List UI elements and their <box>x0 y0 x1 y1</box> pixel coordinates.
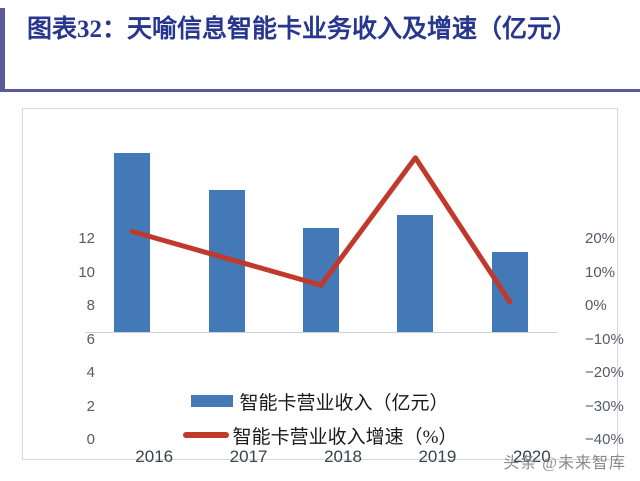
category-axis-tick: 2018 <box>324 447 362 466</box>
chart-card: 0 2 4 6 8 10 12 −40% −30% −20% −10% 0% 10% 20% 2016 2… <box>22 108 624 466</box>
legend-bar-label: 智能卡营业收入（亿元） <box>239 392 449 414</box>
legend-line-label: 智能卡营业收入增速（%） <box>232 426 458 448</box>
growth-rate-line <box>129 155 513 305</box>
bar <box>114 152 151 332</box>
legend-item-growth: 智能卡营业收入增速（%） <box>0 420 640 450</box>
legend-line-swatch-icon <box>182 432 229 438</box>
left-axis-tick: 2 <box>86 397 95 415</box>
legend-item-revenue: 智能卡营业收入（亿元） <box>0 386 640 416</box>
legend-bar-swatch-icon <box>191 395 234 407</box>
right-axis-tick: −40% <box>585 431 624 448</box>
bar <box>397 214 434 332</box>
right-axis-tick: −10% <box>585 330 624 348</box>
page-title: 图表32：天喻信息智能卡业务收入及增速（亿元） <box>27 16 578 43</box>
bar <box>491 251 528 332</box>
right-axis-tick: 20% <box>585 230 616 247</box>
left-axis-tick: 0 <box>86 431 95 448</box>
line-series-layer <box>129 155 513 305</box>
right-axis-tick: −20% <box>585 364 624 381</box>
category-axis: 2016 2017 2018 2019 2020 <box>107 447 579 475</box>
left-axis-tick: 8 <box>86 297 95 314</box>
category-axis-tick: 2016 <box>135 447 174 466</box>
axis-baseline <box>85 332 557 333</box>
left-axis-tick: 6 <box>86 330 95 348</box>
left-axis-tick: 4 <box>86 364 95 381</box>
right-axis-tick: 0% <box>585 297 607 314</box>
category-axis-tick: 2019 <box>418 447 457 466</box>
plot-area <box>85 131 557 333</box>
right-axis-tick: −30% <box>585 397 624 415</box>
chart-title-block: 图表32：天喻信息智能卡业务收入及增速（亿元） <box>0 8 640 92</box>
source-watermark: 头条 @未来智库 <box>503 455 626 472</box>
left-axis-tick: 10 <box>78 263 95 281</box>
category-axis-tick: 2017 <box>229 447 268 466</box>
left-value-axis: 0 2 4 6 8 10 12 <box>37 231 95 447</box>
left-axis-tick: 12 <box>78 230 95 247</box>
chart-legend: 智能卡营业收入（亿元） 智能卡营业收入增速（%） <box>0 386 640 454</box>
right-axis-tick: 10% <box>585 263 616 281</box>
category-axis-tick: 2020 <box>512 447 551 466</box>
right-percent-axis: −40% −30% −20% −10% 0% 10% 20% <box>585 231 640 447</box>
